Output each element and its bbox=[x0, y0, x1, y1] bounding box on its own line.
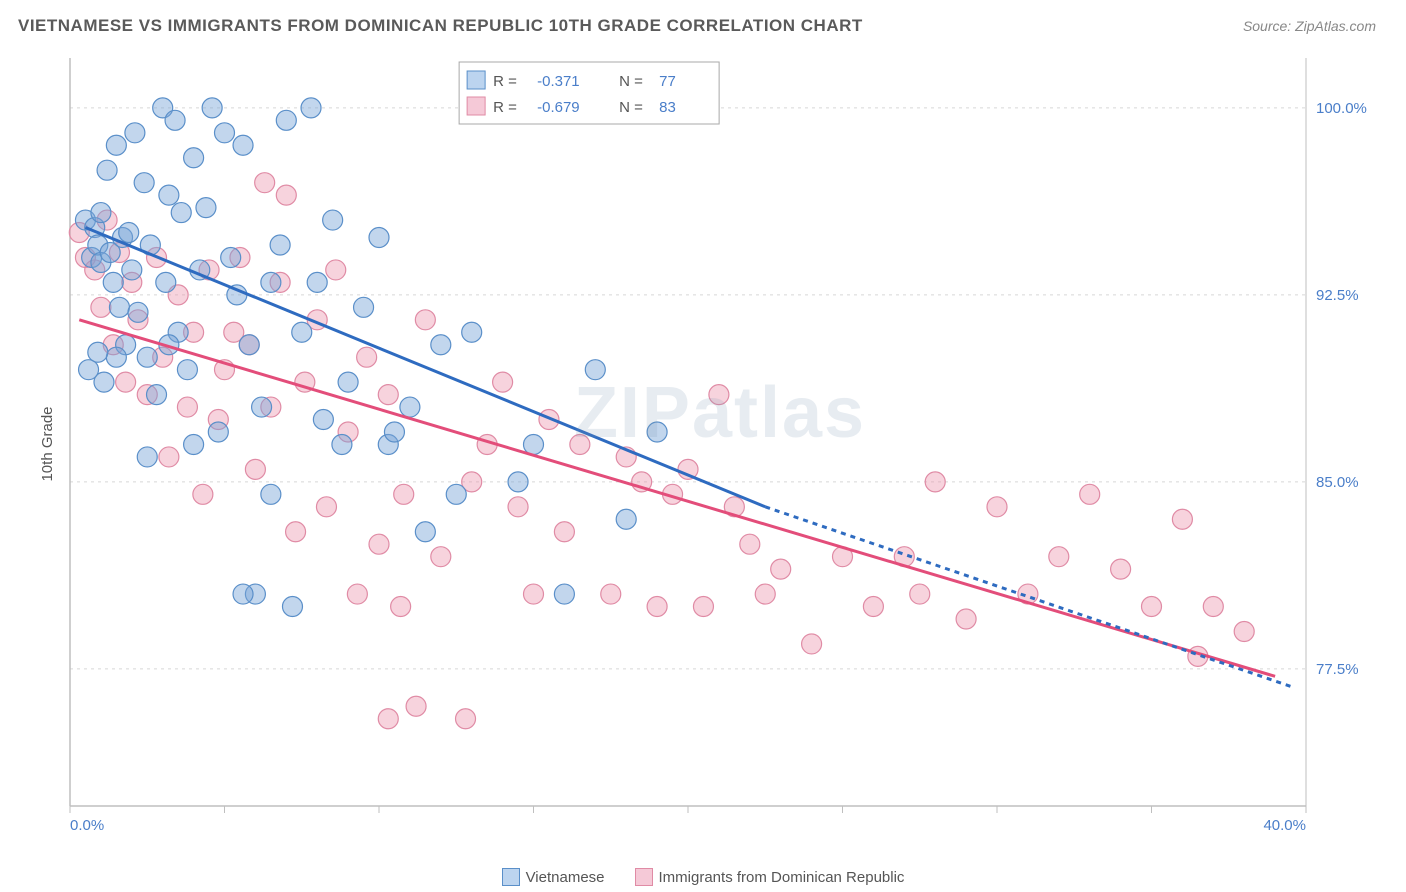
svg-text:83: 83 bbox=[659, 99, 676, 116]
svg-text:40.0%: 40.0% bbox=[1263, 817, 1306, 834]
svg-text:92.5%: 92.5% bbox=[1316, 287, 1359, 304]
svg-text:N =: N = bbox=[619, 73, 643, 90]
chart-area: 10th Grade 77.5% 85.0% 92.5% 100.0% 0.0% 40.0… bbox=[18, 54, 1376, 834]
swatch-icon bbox=[635, 868, 653, 886]
svg-text:R =: R = bbox=[493, 73, 517, 90]
legend-label: Vietnamese bbox=[526, 869, 605, 886]
legend-label: Immigrants from Dominican Republic bbox=[659, 869, 905, 886]
plot-region: 77.5% 85.0% 92.5% 100.0% 0.0% 40.0% R = -0.371 N… bbox=[64, 54, 1376, 834]
chart-header: VIETNAMESE VS IMMIGRANTS FROM DOMINICAN … bbox=[0, 0, 1406, 44]
svg-text:77: 77 bbox=[659, 73, 676, 90]
chart-source: Source: ZipAtlas.com bbox=[1243, 18, 1376, 34]
svg-text:100.0%: 100.0% bbox=[1316, 100, 1367, 117]
legend-item-vietnamese: Vietnamese bbox=[502, 868, 605, 886]
scatter-chart-svg: 77.5% 85.0% 92.5% 100.0% 0.0% 40.0% R = -0.371 N… bbox=[64, 54, 1376, 834]
svg-text:R =: R = bbox=[493, 99, 517, 116]
svg-text:-0.371: -0.371 bbox=[537, 73, 580, 90]
svg-text:N =: N = bbox=[619, 99, 643, 116]
svg-text:-0.679: -0.679 bbox=[537, 99, 580, 116]
chart-title: VIETNAMESE VS IMMIGRANTS FROM DOMINICAN … bbox=[18, 16, 863, 36]
svg-text:85.0%: 85.0% bbox=[1316, 474, 1359, 491]
svg-text:77.5%: 77.5% bbox=[1316, 661, 1359, 678]
swatch-icon bbox=[502, 868, 520, 886]
bottom-legend: Vietnamese Immigrants from Dominican Rep… bbox=[0, 868, 1406, 886]
y-axis-label: 10th Grade bbox=[39, 406, 56, 481]
legend-item-dominican: Immigrants from Dominican Republic bbox=[635, 868, 905, 886]
svg-text:0.0%: 0.0% bbox=[70, 817, 104, 834]
